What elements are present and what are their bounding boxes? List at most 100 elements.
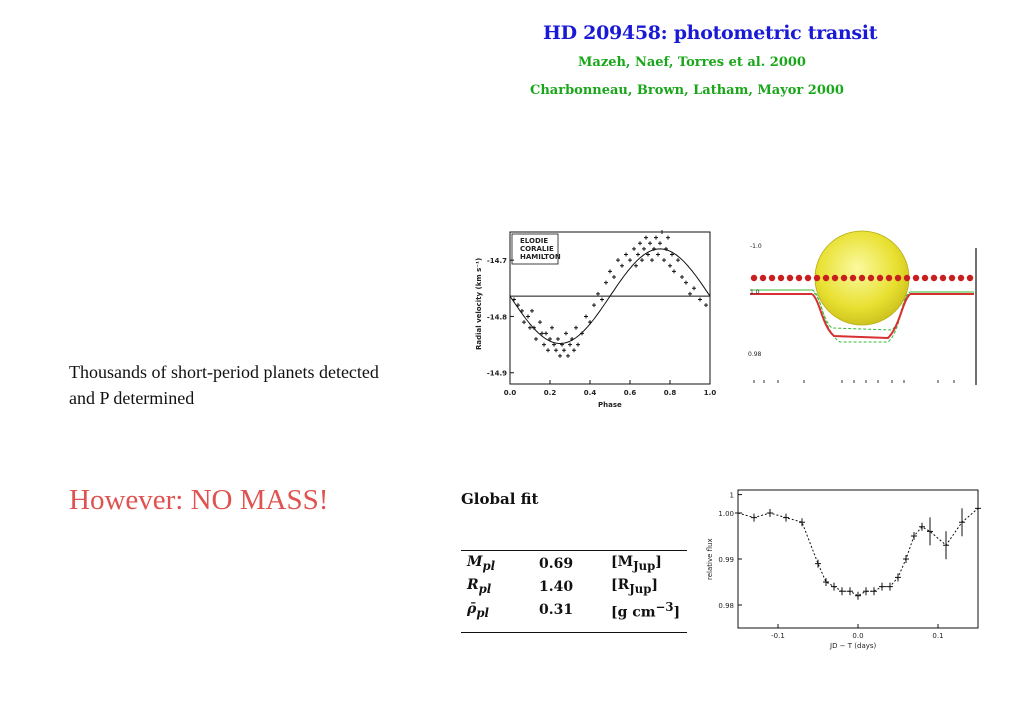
rv-data-point [616,258,620,263]
transit-dot [768,274,776,282]
rv-data-point [608,269,612,274]
rv-x-tick-label: 0.2 [544,389,557,397]
rv-data-point [648,241,652,246]
transit-dot [948,274,956,282]
transit-dot [957,274,965,282]
transit-dot [876,274,884,282]
rv-data-point [652,246,656,251]
rv-x-tick-label: 0.4 [584,389,597,397]
table-row: Rpl 1.40 [RJup] [461,575,687,598]
rv-data-point [568,342,572,347]
rv-x-tick-label: 0.6 [624,389,637,397]
flux-curve-green-dashed [813,292,909,343]
lc-data-point [767,509,773,517]
lc-data-point [783,513,789,522]
rv-data-point [620,263,624,268]
rv-data-point [512,297,516,302]
transit-dot [777,274,785,282]
lc-x-tick-label: 0.0 [852,632,863,640]
transit-dot [786,274,794,282]
param-symbol: Rpl [467,577,492,596]
lc-model-curve [737,508,979,597]
lc-data-point [919,522,925,531]
rv-data-point [572,348,576,353]
rv-data-point [516,303,520,308]
rv-data-point [656,252,660,257]
lc-data-point [799,518,805,527]
rv-x-tick-label: 0.0 [504,389,517,397]
rv-data-point [576,342,580,347]
transit-dot [867,274,875,282]
table-row: Mpl 0.69 [MJup] [461,552,687,575]
rv-x-axis-label: Phase [598,401,622,409]
rv-data-point [704,303,708,308]
rv-data-point [552,342,556,347]
transit-dot [894,274,902,282]
rv-data-point [538,320,542,325]
lc-data-point [887,582,893,591]
reference-mazeh: Mazeh, Naef, Torres et al. 2000 [578,55,806,70]
body-text-planets: Thousands of short-period planets detect… [69,362,379,408]
rv-data-point [532,325,536,330]
rv-data-point [644,235,648,240]
rv-y-tick-label: -14.8 [487,313,507,321]
lc-x-tick-label: -0.1 [771,632,785,640]
rv-data-point [698,297,702,302]
rv-data-point [580,331,584,336]
param-value: 0.31 [539,602,574,619]
rv-model-curve [509,248,711,345]
rv-data-point [550,325,554,330]
global-fit-heading: Global fit [461,490,539,508]
param-value: 1.40 [539,578,574,595]
rv-data-point [612,275,616,280]
rv-data-point [676,258,680,263]
rv-legend-item: ELODIE [520,237,548,245]
transit-dot [903,274,911,282]
rv-y-tick-label: -14.9 [487,370,507,378]
rv-data-point [600,297,604,302]
rv-data-point [670,252,674,257]
transit-dot [750,274,758,282]
rv-data-point [548,336,552,341]
radial-velocity-plot: ELODIE CORALIE HAMILTON -14.7-14.8-14.9 … [470,222,720,410]
rv-data-point [684,280,688,285]
transit-dot [804,274,812,282]
rv-data-point [520,308,524,313]
rv-data-point [530,308,534,313]
rv-frame [509,231,711,385]
flux-curve-red [811,293,911,340]
transit-dot [849,274,857,282]
rv-x-tick-label: 0.8 [664,389,677,397]
rv-data-point [688,291,692,296]
rv-data-point [554,348,558,353]
illustration-tick-label: 0.98 [748,351,762,358]
lc-data-point [839,587,845,596]
lc-data-point [823,578,829,586]
param-symbol: ρ̄pl [467,600,489,620]
rv-data-point [556,336,560,341]
rv-data-point [658,241,662,246]
rv-data-point [638,241,642,246]
table-rule-bottom [461,632,687,633]
param-unit: [MJup] [611,554,662,573]
rv-data-point [528,325,532,330]
lc-x-tick-label: 0.1 [932,632,943,640]
lc-y-axis-label: relative flux [706,538,714,580]
transit-dot-row [750,274,974,282]
rv-data-point [628,258,632,263]
lc-y-tick-label: 0.99 [718,556,734,564]
rv-data-point [660,230,664,234]
rv-data-point [564,331,568,336]
lc-data-point [959,508,965,537]
rv-data-point [542,342,546,347]
rv-y-axis-label: Radial velocity (km s⁻¹) [475,258,483,350]
rv-data-point [592,303,596,308]
transit-dot [795,274,803,282]
lc-data-point [975,494,981,523]
transit-dot [966,274,974,282]
transit-dot [813,274,821,282]
transit-dot [939,274,947,282]
rv-data-point [526,314,530,319]
rv-data-point [672,269,676,274]
lc-data-point [751,513,757,522]
